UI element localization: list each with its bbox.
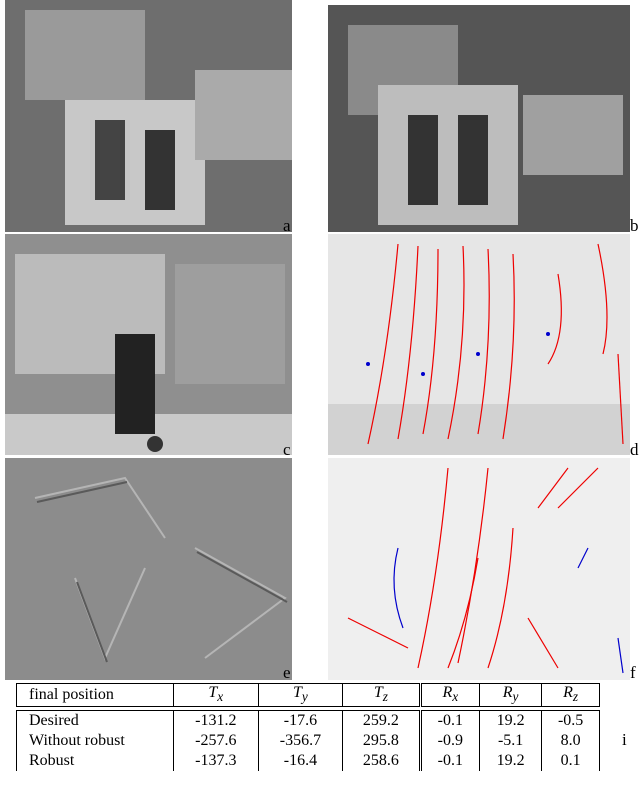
panel-label: f <box>630 663 636 683</box>
cell: Without robust <box>17 731 174 751</box>
tracks-d <box>328 234 630 455</box>
photo-c <box>5 234 292 455</box>
header-cell: Rx <box>420 684 479 707</box>
panel-label: d <box>630 440 639 460</box>
header-subscript: y <box>513 690 519 705</box>
header-cell: Ty <box>258 684 343 707</box>
header-cell: Tx <box>174 684 259 707</box>
cell: -0.1 <box>420 711 479 732</box>
cell: Robust <box>17 751 174 771</box>
cell: -0.5 <box>542 711 600 732</box>
header-symbol: R <box>563 684 573 701</box>
header-subscript: z <box>573 690 578 705</box>
cell: 258.6 <box>343 751 420 771</box>
cell: -131.2 <box>174 711 259 732</box>
header-symbol: T <box>208 684 217 701</box>
panel-label: b <box>630 216 639 236</box>
tracks-f <box>328 458 630 680</box>
header-cell: final position <box>17 684 174 707</box>
cell: 19.2 <box>480 751 542 771</box>
photo-b <box>328 5 630 232</box>
photo-e <box>5 458 292 680</box>
header-symbol: R <box>503 684 513 701</box>
cell: -16.4 <box>258 751 343 771</box>
cell: -137.3 <box>174 751 259 771</box>
header-subscript: x <box>217 690 223 705</box>
cell: -356.7 <box>258 731 343 751</box>
panel-label: e <box>283 663 291 683</box>
header-symbol: R <box>442 684 452 701</box>
header-cell: Tz <box>343 684 420 707</box>
cell: 8.0 <box>542 731 600 751</box>
panel-label: c <box>283 440 291 460</box>
cell: Desired <box>17 711 174 732</box>
photo-a <box>5 0 292 232</box>
cell: -257.6 <box>174 731 259 751</box>
header-symbol: T <box>293 684 302 701</box>
cell: 259.2 <box>343 711 420 732</box>
header-subscript: x <box>452 690 458 705</box>
cell: -0.1 <box>420 751 479 771</box>
cell: -17.6 <box>258 711 343 732</box>
page: a b c d e f i final positionTxTyTzRxRyRz… <box>0 0 640 785</box>
cell: 295.8 <box>343 731 420 751</box>
cell: 0.1 <box>542 751 600 771</box>
cell: -0.9 <box>420 731 479 751</box>
header-subscript: y <box>302 690 308 705</box>
header-cell: Ry <box>480 684 542 707</box>
header-symbol: T <box>374 684 383 701</box>
table-label: i <box>622 730 627 750</box>
panel-label: a <box>283 216 291 236</box>
cell: 19.2 <box>480 711 542 732</box>
header-cell: Rz <box>542 684 600 707</box>
cell: -5.1 <box>480 731 542 751</box>
header-subscript: z <box>383 690 388 705</box>
